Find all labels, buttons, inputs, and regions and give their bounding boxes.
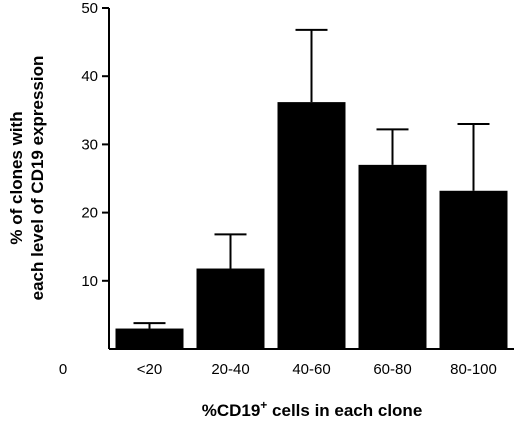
y-axis-title: % of clones with each level of CD19 expr…: [7, 56, 47, 301]
error-bars: [133, 28, 490, 329]
y-tick-label: 40: [81, 68, 98, 85]
x-tick-label: 40-60: [292, 361, 330, 378]
x-tick-label: 60-80: [373, 361, 411, 378]
bar: [358, 164, 427, 349]
x-tick-label: <20: [137, 361, 162, 378]
y-tick-label: 50: [81, 0, 98, 17]
origin-label: 0: [59, 361, 67, 378]
x-axis-title-suffix: cells in each clone: [267, 401, 422, 420]
y-tick-label: 20: [81, 205, 98, 222]
x-axis-title-superscript: +: [260, 398, 267, 412]
y-axis-title-line2: each level of CD19 expression: [28, 56, 47, 301]
bar: [196, 268, 265, 349]
bar: [439, 190, 508, 349]
x-axis-tick-labels: <20 20-40 40-60 60-80 80-100: [137, 361, 497, 378]
bars: [115, 102, 508, 349]
y-axis-title-line1: % of clones with: [7, 111, 26, 244]
x-axis-title-prefix: %CD19: [202, 401, 261, 420]
bar: [277, 102, 346, 349]
bar: [115, 328, 184, 349]
x-axis-title: %CD19+ cells in each clone: [202, 398, 423, 420]
y-tick-label: 30: [81, 136, 98, 153]
y-axis-ticks: 10 20 30 40 50: [81, 0, 109, 290]
x-tick-label: 80-100: [450, 361, 497, 378]
y-tick-label: 10: [81, 273, 98, 290]
x-tick-label: 20-40: [211, 361, 249, 378]
